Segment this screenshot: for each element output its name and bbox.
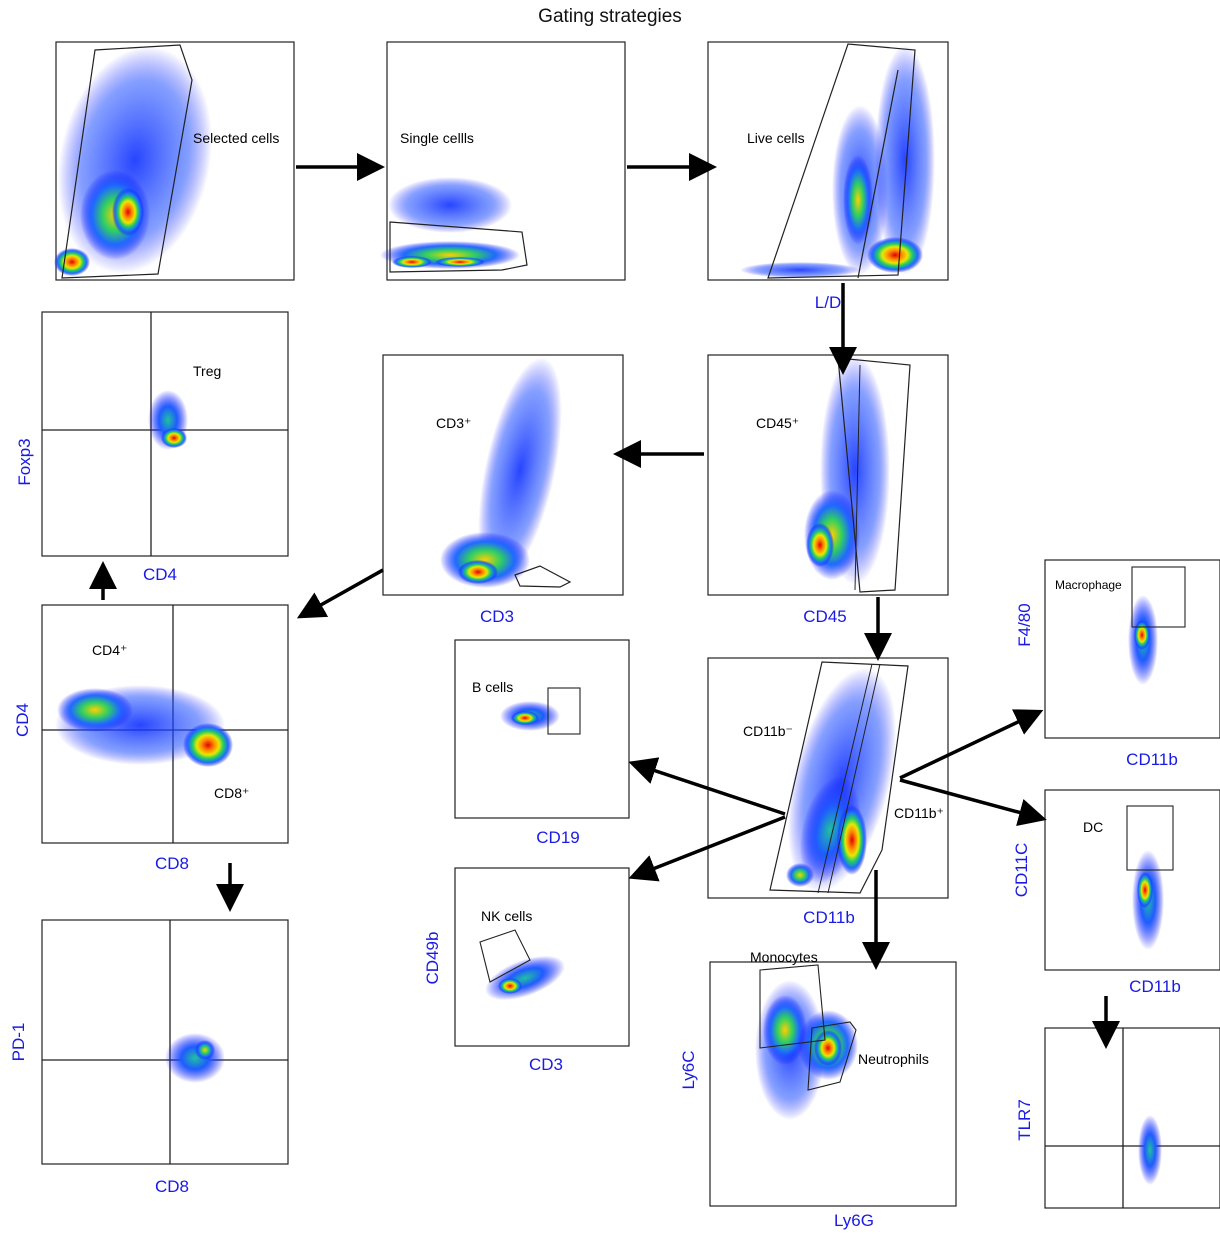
gate-label-cd11b-negative: CD11b⁻: [743, 723, 793, 739]
y-axis-label-f480: F4/80: [1015, 603, 1034, 646]
gate-label-nk-cells: NK cells: [481, 908, 532, 924]
gate-label-cd4-positive: CD4⁺: [92, 642, 127, 658]
y-axis-label-ly6c: Ly6C: [679, 1050, 698, 1089]
gate-label-cd45: CD45⁺: [756, 415, 799, 431]
panel-tlr7: TLR7: [1015, 1027, 1220, 1209]
x-axis-label-cd19: CD19: [536, 828, 579, 847]
y-axis-label-cd49b: CD49b: [423, 932, 442, 985]
x-axis-label-cd8: CD8: [155, 854, 189, 873]
page-title: Gating strategies: [538, 6, 682, 27]
gate-label-live-cells: Live cells: [747, 130, 805, 146]
panel-pd1: CD8 PD-1: [9, 919, 289, 1196]
x-axis-label-cd3: CD3: [480, 607, 514, 626]
panel-cd11b: CD11b⁻ CD11b⁺ CD11b: [707, 657, 949, 927]
x-axis-label-ly6g: Ly6G: [834, 1211, 874, 1230]
y-axis-label-foxp3: Foxp3: [15, 438, 34, 485]
x-axis-label-ld: L/D: [815, 293, 841, 312]
gate-label-dc: DC: [1083, 819, 1103, 835]
panel-ly6c-ly6g: Monocytes Neutrophils Ly6G Ly6C: [679, 949, 957, 1230]
panel-macrophage: Macrophage CD11b F4/80: [1015, 559, 1220, 769]
panel-nk-cells: NK cells CD3 CD49b: [423, 867, 630, 1074]
panel-selected-cells: Selected cells: [54, 41, 295, 281]
panel-cd3: CD3⁺ CD3: [382, 354, 624, 626]
panel-cd4-cd8: CD4⁺ CD8⁺ CD8 CD4: [13, 604, 289, 873]
panel-b-cells: B cells CD19: [454, 639, 630, 847]
x-axis-label-cd8-pd1: CD8: [155, 1177, 189, 1196]
gate-label-cd8-positive: CD8⁺: [214, 785, 249, 801]
panel-live-cells: Live cells L/D: [707, 41, 949, 312]
x-axis-label-cd11b: CD11b: [803, 908, 855, 927]
gate-label-macrophage: Macrophage: [1055, 578, 1122, 592]
arrow-cd11b-to-nkcells: [628, 815, 786, 882]
arrow-cd11b-to-dc: [899, 778, 1047, 827]
gate-label-single-cells: Single cellls: [400, 130, 474, 146]
x-axis-label-cd3-nk: CD3: [529, 1055, 563, 1074]
x-axis-label-cd45: CD45: [803, 607, 846, 626]
arrow-cd11b-to-macrophage: [899, 709, 1044, 780]
y-axis-label-pd1: PD-1: [9, 1023, 28, 1062]
x-axis-label-cd11b-dc: CD11b: [1129, 977, 1181, 996]
y-axis-label-cd4: CD4: [13, 703, 32, 737]
x-axis-label-cd4: CD4: [143, 565, 177, 584]
panel-treg: Treg CD4 Foxp3: [15, 311, 289, 584]
gate-label-selected-cells: Selected cells: [193, 130, 279, 146]
gate-label-neutrophils: Neutrophils: [858, 1051, 929, 1067]
panel-dc: DC CD11b CD11C: [1012, 789, 1220, 996]
y-axis-label-cd11c: CD11C: [1012, 843, 1031, 897]
arrow-cd3-to-cd4cd8: [296, 568, 384, 619]
x-axis-label-cd11b-macrophage: CD11b: [1126, 750, 1178, 769]
y-axis-label-tlr7: TLR7: [1015, 1099, 1034, 1141]
gate-label-treg: Treg: [193, 363, 221, 379]
gate-label-monocytes: Monocytes: [750, 949, 818, 965]
arrow-cd11b-to-bcells: [628, 757, 786, 816]
arrows: [89, 153, 1120, 1049]
gate-label-cd11b-positive: CD11b⁺: [894, 805, 944, 821]
panel-single-cells: Single cellls: [380, 41, 626, 281]
gate-label-b-cells: B cells: [472, 679, 513, 695]
panel-cd45: CD45⁺ CD45: [707, 354, 949, 626]
gate-label-cd3: CD3⁺: [436, 415, 471, 431]
